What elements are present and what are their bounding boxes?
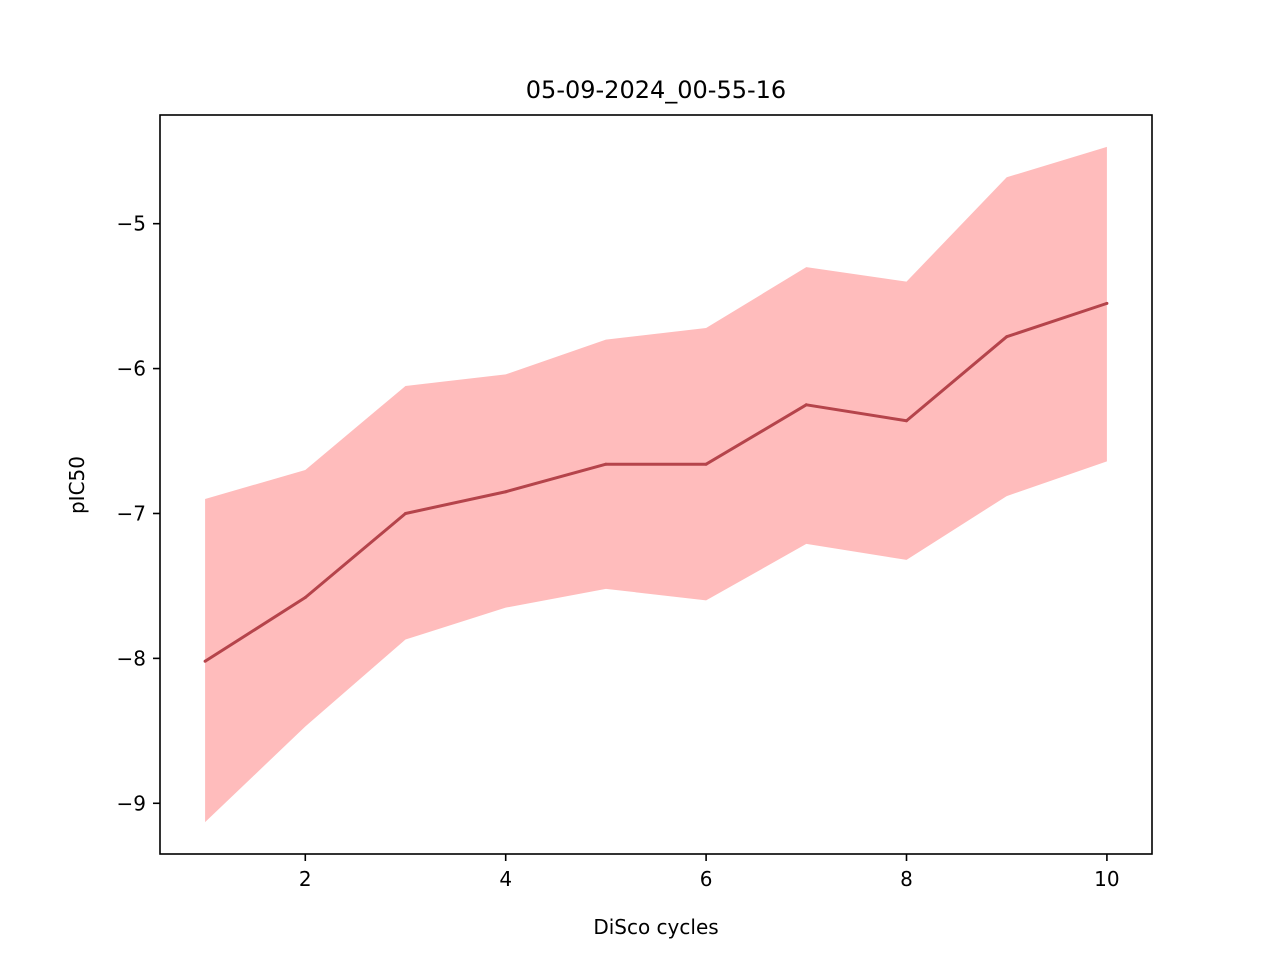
y-tick-label: −7	[117, 501, 146, 525]
y-axis-label: pIC50	[65, 456, 89, 514]
x-tick-label: 2	[299, 867, 312, 891]
data-point	[504, 490, 508, 494]
data-point	[1005, 335, 1009, 339]
chart-title: 05-09-2024_00-55-16	[526, 76, 786, 104]
plot-frame	[159, 114, 1153, 855]
plot-area	[203, 146, 1109, 823]
y-tick-label: −9	[117, 791, 146, 815]
x-tick-label: 10	[1094, 867, 1119, 891]
y-tick-label: −6	[117, 357, 146, 381]
y-tick-label: −8	[117, 646, 146, 670]
y-axis: −9 −8 −7 −6 −5	[117, 212, 160, 815]
data-point	[905, 419, 909, 423]
series-line	[204, 301, 1108, 663]
data-point	[704, 462, 708, 466]
data-point	[804, 403, 808, 407]
data-point	[1105, 301, 1109, 305]
x-tick-label: 8	[900, 867, 913, 891]
x-axis-label: DiSco cycles	[593, 915, 718, 939]
data-point	[303, 596, 307, 600]
y-tick-label: −5	[117, 212, 146, 236]
data-point	[203, 659, 207, 663]
x-tick-label: 4	[499, 867, 512, 891]
data-point	[604, 462, 608, 466]
confidence-band	[205, 146, 1107, 823]
data-point	[403, 511, 407, 515]
x-tick-label: 6	[700, 867, 713, 891]
x-axis: 2 4 6 8 10	[299, 854, 1120, 891]
